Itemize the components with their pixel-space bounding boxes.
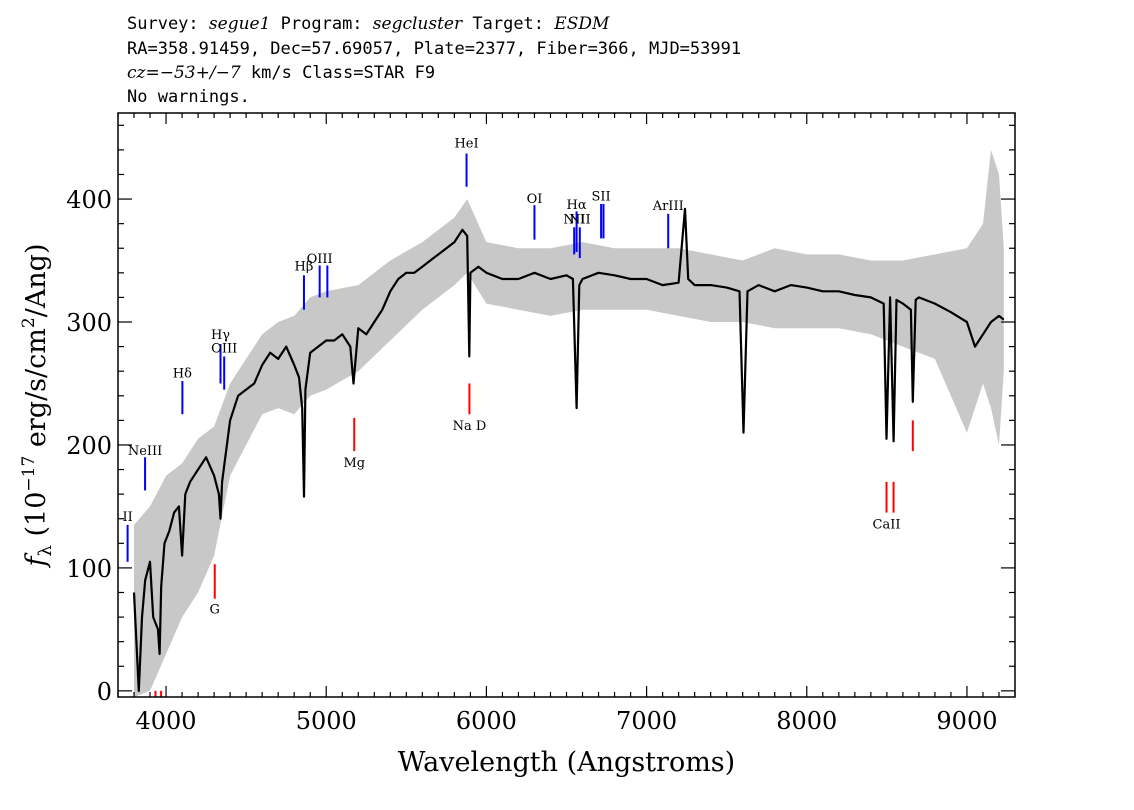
y-axis-title-close: /Ang) <box>21 244 52 318</box>
emission-line-label: OI <box>527 192 543 207</box>
target-label: Target: <box>472 14 545 34</box>
x-tick-label: 6000 <box>456 707 517 735</box>
error-band-group <box>134 149 1004 697</box>
header-line-survey: Survey: segue1 Program: segcluster Targe… <box>127 14 609 34</box>
emission-line-label: Hβ <box>295 259 314 274</box>
y-tick-label: 100 <box>66 555 112 583</box>
y-tick-label: 200 <box>66 432 112 460</box>
y-axis-title-open: (10 <box>21 492 52 545</box>
y-axis-title-mid: erg/s/cm <box>21 328 52 456</box>
emission-line-label: SII <box>592 189 611 204</box>
emission-line-label: II <box>122 510 132 525</box>
axes-group: 4000 5000 6000 7000 8000 9000 0 100 200 300 400 <box>66 113 1016 735</box>
emission-line-label: NII <box>569 213 591 228</box>
target-value: ESDM <box>554 14 610 34</box>
y-axis-title-exp2: 2 <box>19 317 39 328</box>
y-tick-label: 400 <box>66 186 112 214</box>
emission-line-label: Hδ <box>173 366 192 381</box>
y-axis-title-sub: λ <box>35 545 56 556</box>
emission-line-label: HeI <box>454 136 478 151</box>
header-line-coords: RA=358.91459, Dec=57.69057, Plate=2377, … <box>127 39 742 59</box>
emission-line-label: NeIII <box>128 444 162 459</box>
cz-label: cz= <box>127 63 160 83</box>
cz-rest: km/s Class=STAR F9 <box>240 63 436 83</box>
x-tick-label: 9000 <box>936 707 997 735</box>
program-label: Program: <box>280 14 363 34</box>
survey-value: segue1 <box>208 14 271 34</box>
y-axis-title: fλ (10−17 erg/s/cm2/Ang) <box>19 244 56 569</box>
x-tick-label: 7000 <box>616 707 677 735</box>
emission-line-label: OIII <box>211 342 237 357</box>
emission-line-label: NII <box>563 213 585 228</box>
header-line-redshift: cz=−53+/−7 km/s Class=STAR F9 <box>127 63 435 83</box>
emission-line-label: ArIII <box>652 199 684 214</box>
error-band <box>134 149 1004 697</box>
absorption-line-label: Mg <box>343 456 365 471</box>
flux-line <box>132 207 1005 693</box>
x-tick-label: 5000 <box>296 707 357 735</box>
y-tick-label: 300 <box>66 309 112 337</box>
emission-line-label: Hα <box>567 198 587 213</box>
x-tick-label: 8000 <box>776 707 837 735</box>
absorption-line-label: CaII <box>873 518 901 533</box>
emission-line-label: Hγ <box>211 328 230 343</box>
y-axis-title-exp1: −17 <box>19 456 39 492</box>
x-tick-label: 4000 <box>136 707 197 735</box>
x-axis-title: Wavelength (Angstroms) <box>398 747 735 778</box>
program-value: segcluster <box>372 14 463 34</box>
survey-label: Survey: <box>127 14 199 34</box>
spectral-lines-group: IINeIIIHδHγOIIIHβOIIIHeIOINIIHαNIISIIArI… <box>122 136 914 697</box>
cz-value: −53+/−7 <box>159 63 241 83</box>
absorption-line-label: G <box>210 602 220 617</box>
y-tick-label: 0 <box>97 678 112 706</box>
absorption-line-label: Na D <box>453 419 487 434</box>
emission-line-label: OIII <box>307 252 333 267</box>
header-line-warnings: No warnings. <box>127 87 250 107</box>
flux-series-group <box>132 207 1005 693</box>
